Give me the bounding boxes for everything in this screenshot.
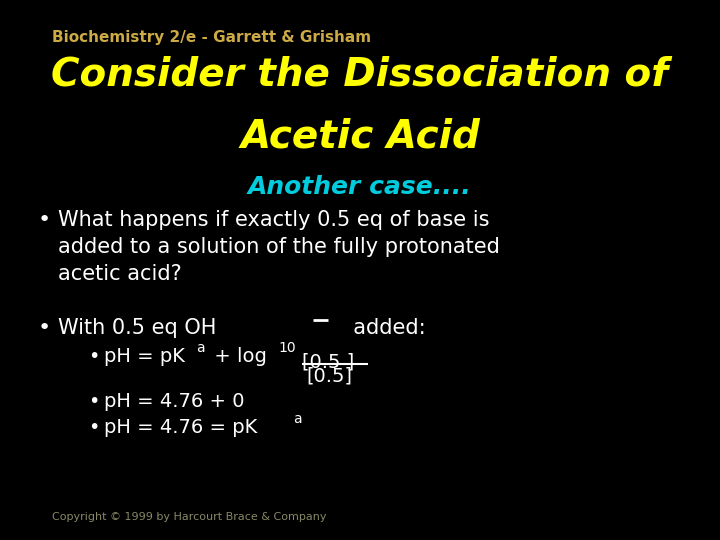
Text: Biochemistry 2/e - Garrett & Grisham: Biochemistry 2/e - Garrett & Grisham bbox=[52, 30, 371, 45]
Text: •: • bbox=[88, 392, 99, 411]
Text: Consider the Dissociation of: Consider the Dissociation of bbox=[51, 55, 669, 93]
Text: With 0.5 eq OH: With 0.5 eq OH bbox=[58, 318, 217, 338]
Text: •: • bbox=[38, 318, 51, 338]
Text: Another case....: Another case.... bbox=[248, 175, 472, 199]
Text: a: a bbox=[196, 341, 204, 355]
Text: What happens if exactly 0.5 eq of base is
added to a solution of the fully proto: What happens if exactly 0.5 eq of base i… bbox=[58, 210, 500, 285]
Text: [0.5]: [0.5] bbox=[306, 366, 352, 385]
Text: 10: 10 bbox=[278, 341, 296, 355]
Text: •: • bbox=[88, 347, 99, 366]
Text: [0.5 ]: [0.5 ] bbox=[302, 352, 354, 371]
Text: •: • bbox=[38, 210, 51, 230]
Text: Acetic Acid: Acetic Acid bbox=[240, 117, 480, 155]
Text: added:: added: bbox=[340, 318, 426, 338]
Text: + log: + log bbox=[208, 347, 267, 366]
Text: pH = 4.76 = pK: pH = 4.76 = pK bbox=[104, 418, 257, 437]
Text: pH = 4.76 + 0: pH = 4.76 + 0 bbox=[104, 392, 245, 411]
Text: a: a bbox=[293, 412, 302, 426]
Text: •: • bbox=[88, 418, 99, 437]
Text: pH = pK: pH = pK bbox=[104, 347, 185, 366]
Text: Copyright © 1999 by Harcourt Brace & Company: Copyright © 1999 by Harcourt Brace & Com… bbox=[52, 512, 326, 522]
